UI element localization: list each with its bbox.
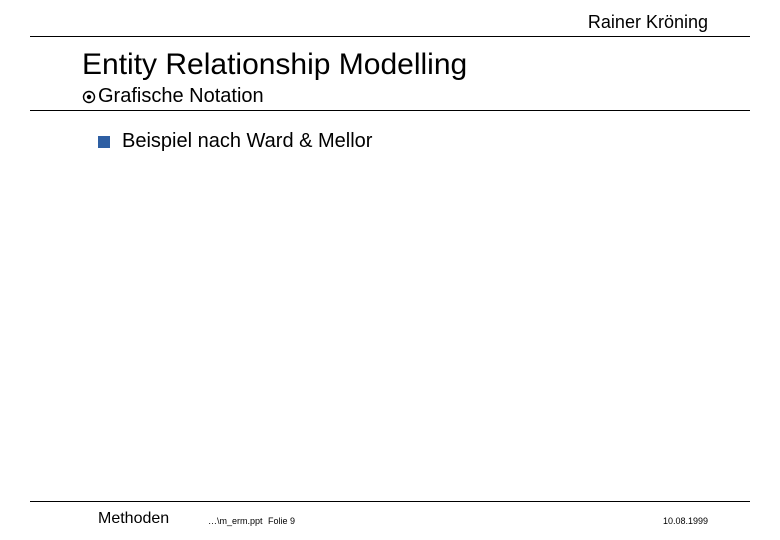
slide-subtitle: Grafische Notation — [98, 85, 264, 108]
slide-title: Entity Relationship Modelling — [82, 48, 467, 82]
footer-slide-number: Folie 9 — [268, 516, 295, 526]
footer-filename: …\m_erm.ppt — [208, 516, 263, 526]
bullet-text: Beispiel nach Ward & Mellor — [122, 130, 372, 153]
subtitle-row: Grafische Notation — [82, 85, 264, 108]
footer-section: Methoden — [98, 510, 169, 528]
footer-date: 10.08.1999 — [663, 516, 708, 526]
slide: Rainer Kröning Entity Relationship Model… — [0, 0, 780, 540]
footer: Methoden …\m_erm.ppt Folie 9 10.08.1999 — [0, 508, 780, 528]
divider-subtitle — [30, 110, 750, 111]
divider-bottom — [30, 501, 750, 502]
bullet-circle-dot-icon — [82, 90, 96, 104]
author-name: Rainer Kröning — [588, 12, 708, 33]
divider-top — [30, 36, 750, 37]
bullet-square-icon — [98, 136, 110, 148]
bullet-item: Beispiel nach Ward & Mellor — [98, 130, 372, 153]
